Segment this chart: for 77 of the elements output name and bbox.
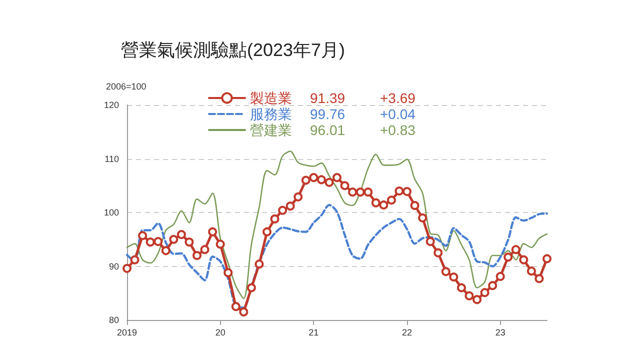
point xyxy=(511,245,520,254)
point xyxy=(356,188,365,197)
point xyxy=(184,238,194,247)
x-tick-label: 20 xyxy=(215,328,226,338)
point xyxy=(426,237,435,246)
point xyxy=(246,283,256,292)
annotation: +3.69 xyxy=(380,90,416,106)
point xyxy=(496,272,505,281)
point xyxy=(316,175,326,184)
point xyxy=(456,283,466,292)
legend-label: 服務業 xyxy=(250,106,292,122)
point xyxy=(122,264,132,273)
point xyxy=(301,176,310,185)
point xyxy=(278,206,288,215)
x-tick-label: 2019 xyxy=(116,328,138,338)
point xyxy=(480,288,490,298)
line-series xyxy=(126,150,548,300)
point xyxy=(519,255,528,264)
point xyxy=(169,234,178,244)
point xyxy=(394,186,404,196)
point xyxy=(192,251,202,260)
y-tick-label: 120 xyxy=(104,100,119,110)
chart-title: 營業氣候測驗點(2023年7月) xyxy=(121,40,346,60)
point xyxy=(146,238,155,247)
point xyxy=(130,255,140,264)
legend-label: 營建業 xyxy=(250,122,292,138)
point xyxy=(231,302,240,312)
point xyxy=(224,268,233,278)
annotation: +0.83 xyxy=(380,122,416,138)
legend-label: 製造業 xyxy=(250,90,292,106)
point xyxy=(488,281,498,290)
point xyxy=(364,188,373,197)
annotation: 91.39 xyxy=(310,90,346,106)
point xyxy=(472,295,482,304)
point xyxy=(542,254,552,264)
point xyxy=(332,173,342,182)
annotation: +0.04 xyxy=(380,106,416,122)
point xyxy=(286,202,295,211)
point xyxy=(410,201,420,210)
point xyxy=(294,192,303,202)
point xyxy=(340,181,350,190)
x-tick-label: 23 xyxy=(495,328,506,338)
y-axis-title: 2006=100 xyxy=(106,82,146,92)
point xyxy=(138,231,148,240)
point xyxy=(161,246,170,256)
y-tick-label: 80 xyxy=(108,315,119,325)
y-tick-label: 110 xyxy=(104,154,119,164)
point xyxy=(200,245,210,254)
point xyxy=(324,178,334,187)
point xyxy=(418,213,428,222)
point xyxy=(348,188,358,197)
point xyxy=(526,266,536,276)
y-tick-label: 100 xyxy=(104,208,119,218)
point xyxy=(379,200,388,210)
point xyxy=(239,307,248,316)
point xyxy=(402,187,412,196)
point xyxy=(154,237,163,246)
annotation: 99.76 xyxy=(310,106,346,122)
point xyxy=(386,196,396,205)
point xyxy=(254,260,264,269)
point xyxy=(371,198,380,208)
point xyxy=(262,227,272,236)
x-tick-label: 22 xyxy=(402,328,412,338)
point xyxy=(434,248,443,258)
point xyxy=(309,173,318,182)
point xyxy=(441,267,450,276)
point xyxy=(208,227,218,236)
point xyxy=(216,240,225,249)
point xyxy=(449,272,458,282)
y-tick-label: 90 xyxy=(108,261,119,272)
annotation: 96.01 xyxy=(310,122,346,138)
point xyxy=(464,291,474,300)
point xyxy=(270,214,280,224)
point xyxy=(176,230,186,240)
point xyxy=(534,274,544,284)
point xyxy=(504,252,513,262)
x-tick-label: 21 xyxy=(308,328,319,338)
